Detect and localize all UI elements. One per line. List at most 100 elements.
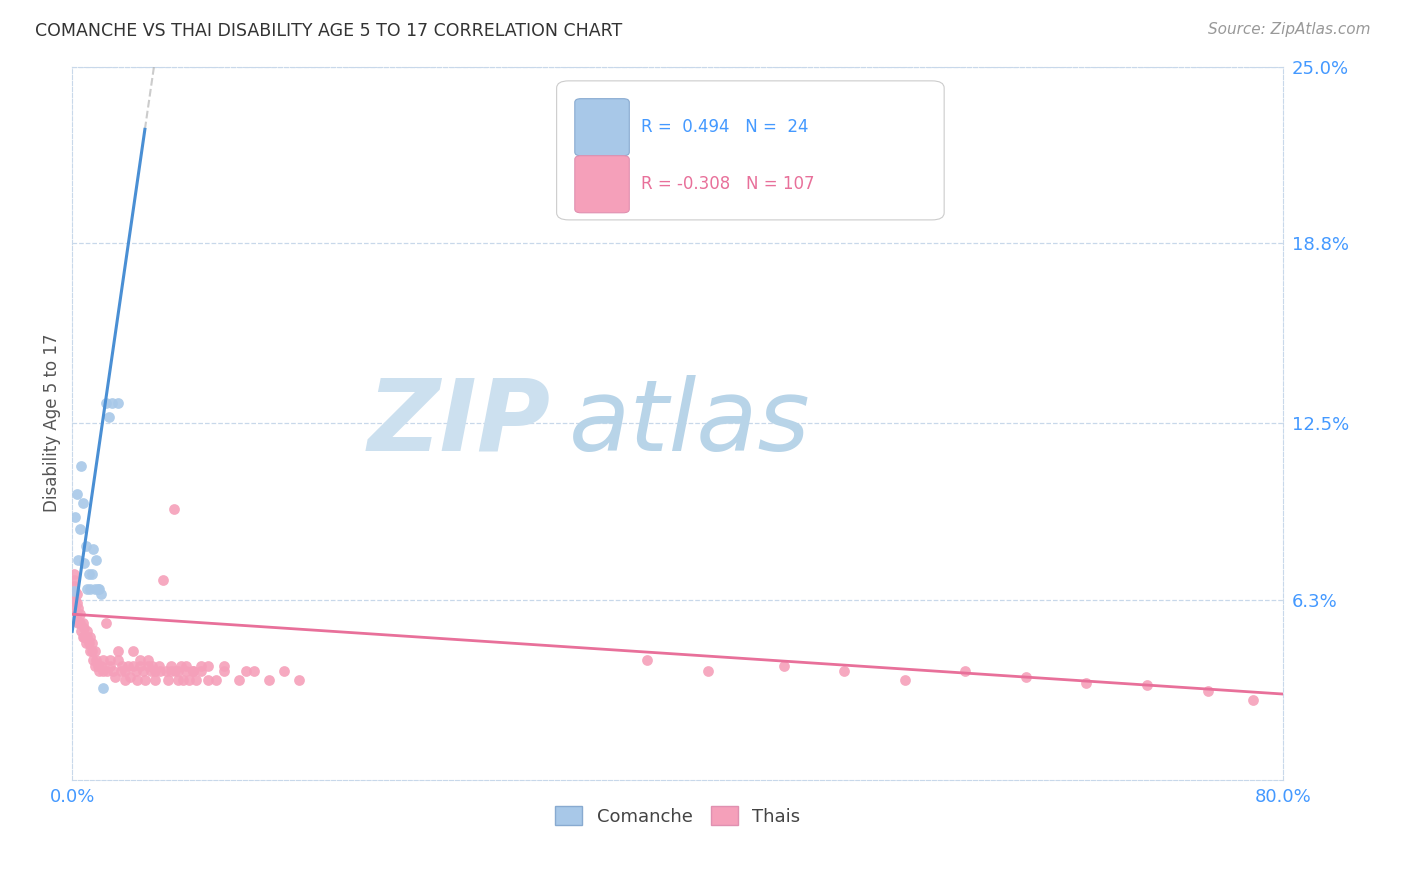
Point <box>174 658 197 673</box>
Point <box>67 615 90 630</box>
Point <box>894 673 917 687</box>
Point <box>62 587 84 601</box>
Point <box>62 573 84 587</box>
Point <box>87 582 110 596</box>
Point <box>80 636 103 650</box>
Point <box>141 658 163 673</box>
Point <box>65 601 87 615</box>
Point <box>84 658 107 673</box>
Point <box>125 665 148 679</box>
Point <box>172 673 194 687</box>
Point <box>121 644 143 658</box>
Text: COMANCHE VS THAI DISABILITY AGE 5 TO 17 CORRELATION CHART: COMANCHE VS THAI DISABILITY AGE 5 TO 17 … <box>35 22 623 40</box>
Point <box>186 673 208 687</box>
Point <box>87 658 110 673</box>
Text: Source: ZipAtlas.com: Source: ZipAtlas.com <box>1208 22 1371 37</box>
Point <box>190 665 212 679</box>
Point <box>167 665 190 679</box>
Point <box>212 658 235 673</box>
Point <box>73 630 96 644</box>
Point <box>96 665 118 679</box>
Point <box>91 681 114 696</box>
Point <box>145 665 167 679</box>
Point <box>167 673 190 687</box>
Point <box>86 653 108 667</box>
Point <box>148 658 170 673</box>
Point <box>228 673 250 687</box>
Point <box>235 665 257 679</box>
Point <box>177 673 200 687</box>
Point <box>66 587 89 601</box>
Point <box>1015 670 1038 684</box>
Point <box>127 673 149 687</box>
Point <box>100 396 122 410</box>
Point <box>257 673 280 687</box>
Point <box>70 458 93 473</box>
Point <box>129 658 152 673</box>
Point <box>80 644 103 658</box>
Point <box>136 653 159 667</box>
Text: atlas: atlas <box>569 375 810 472</box>
FancyBboxPatch shape <box>575 99 630 156</box>
Point <box>72 630 94 644</box>
Point <box>159 665 181 679</box>
Point <box>94 615 117 630</box>
Point <box>98 653 121 667</box>
Point <box>77 636 100 650</box>
Point <box>77 567 100 582</box>
Point <box>273 665 295 679</box>
Point <box>76 582 98 596</box>
Point <box>69 607 91 622</box>
Point <box>80 567 103 582</box>
FancyBboxPatch shape <box>575 156 630 213</box>
Y-axis label: Disability Age 5 to 17: Disability Age 5 to 17 <box>44 334 60 512</box>
Point <box>121 658 143 673</box>
Point <box>84 644 107 658</box>
Point <box>174 665 197 679</box>
Point <box>159 658 181 673</box>
Point <box>165 665 187 679</box>
Point <box>1241 692 1264 706</box>
Point <box>76 624 98 639</box>
Point <box>111 658 134 673</box>
Point <box>73 556 96 570</box>
Point <box>107 653 129 667</box>
Point <box>243 665 266 679</box>
Point <box>75 539 97 553</box>
Point <box>132 665 155 679</box>
Legend: Comanche, Thais: Comanche, Thais <box>546 797 810 835</box>
Point <box>69 522 91 536</box>
Point <box>89 582 111 596</box>
Point <box>94 396 117 410</box>
Point <box>145 673 167 687</box>
Point <box>212 665 235 679</box>
Point <box>183 665 205 679</box>
Point <box>136 658 159 673</box>
Point <box>205 673 228 687</box>
Point <box>75 636 97 650</box>
Point <box>1136 678 1159 692</box>
Point <box>117 658 139 673</box>
Point <box>72 615 94 630</box>
Point <box>90 658 112 673</box>
Point <box>89 665 111 679</box>
FancyBboxPatch shape <box>557 81 945 220</box>
Point <box>107 644 129 658</box>
Point <box>91 653 114 667</box>
Point <box>69 615 91 630</box>
Point <box>76 630 98 644</box>
Point <box>139 665 162 679</box>
Point <box>97 410 120 425</box>
Point <box>197 658 219 673</box>
Point <box>72 496 94 510</box>
Point <box>91 665 114 679</box>
Point <box>104 670 127 684</box>
Point <box>1076 675 1098 690</box>
Point <box>79 644 101 658</box>
Point <box>152 573 174 587</box>
Point <box>114 673 136 687</box>
Point <box>772 658 794 673</box>
Point <box>697 665 720 679</box>
Point <box>183 665 205 679</box>
Point <box>134 673 156 687</box>
